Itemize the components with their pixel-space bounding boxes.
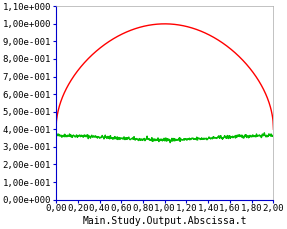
X-axis label: Main.Study.Output.Abscissa.t: Main.Study.Output.Abscissa.t	[82, 216, 247, 226]
